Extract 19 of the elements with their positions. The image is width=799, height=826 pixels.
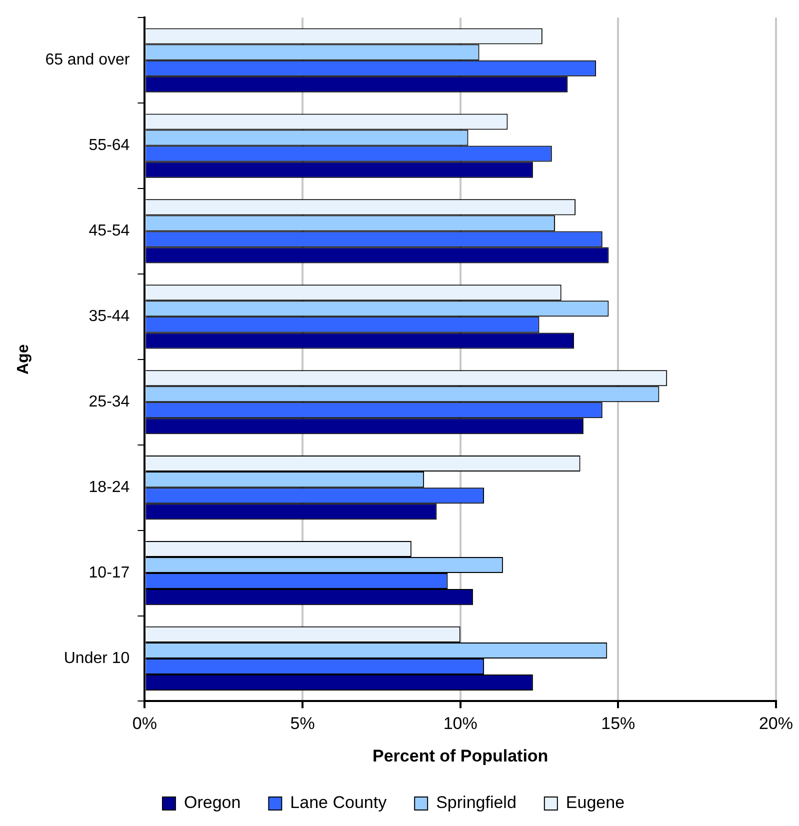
y-tick-label: 25-34 <box>88 394 130 411</box>
legend-label: Oregon <box>184 793 241 812</box>
y-axis-title: Age <box>15 344 32 375</box>
x-tick-label: 20% <box>758 714 794 734</box>
y-tick-label: Under 10 <box>64 650 130 667</box>
x-tick-label: 15% <box>601 714 636 734</box>
y-tick-label: 18-24 <box>88 478 130 496</box>
x-axis-title: Percent of Population <box>372 746 548 766</box>
y-tick-label: 55-64 <box>88 137 130 154</box>
y-tick-label: 35-44 <box>88 308 130 326</box>
y-tick-label: 65 and over <box>45 52 130 69</box>
legend-label: Lane County <box>290 793 388 812</box>
y-tick-label: 45-54 <box>88 222 130 240</box>
x-tick-label: 0% <box>132 714 157 734</box>
y-tick-label: 10-17 <box>88 564 130 582</box>
legend-label: Eugene <box>566 793 625 812</box>
legend-label: Springfield <box>436 793 516 812</box>
x-tick-label: 5% <box>290 714 315 734</box>
x-tick-label: 10% <box>443 714 478 734</box>
